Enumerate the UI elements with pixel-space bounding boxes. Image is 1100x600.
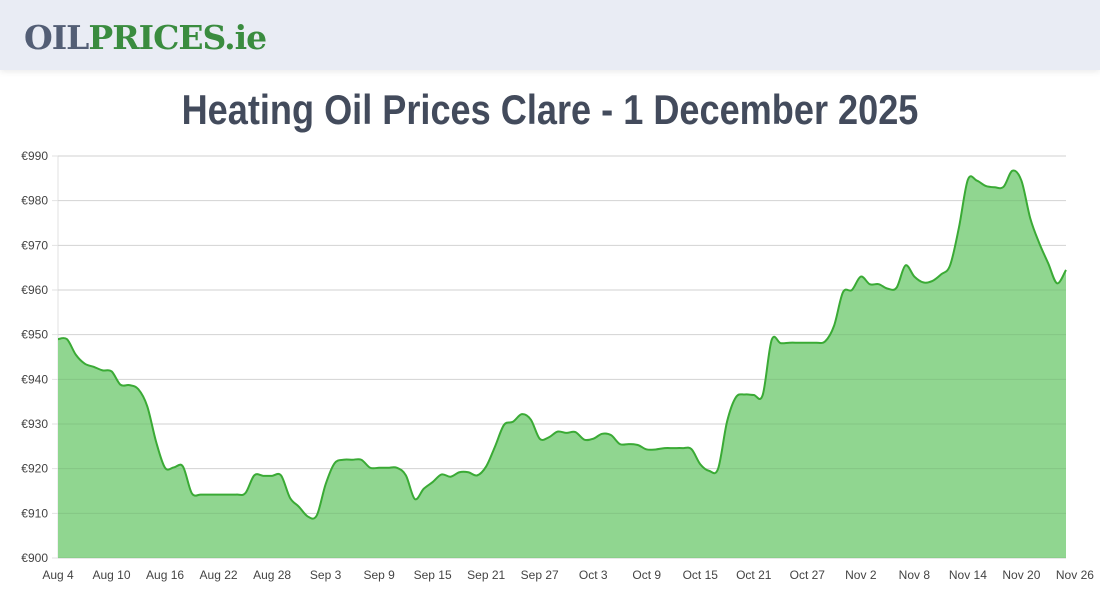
x-tick-label: Nov 2	[845, 568, 877, 582]
x-tick-label: Nov 8	[899, 568, 931, 582]
x-tick-label: Oct 3	[579, 568, 608, 582]
x-tick-label: Oct 9	[632, 568, 661, 582]
y-tick-label: €980	[21, 194, 48, 208]
y-tick-label: €940	[21, 372, 48, 386]
x-tick-label: Aug 22	[200, 568, 238, 582]
page-title: Heating Oil Prices Clare - 1 December 20…	[181, 86, 919, 133]
logo-prices: PRICES.ie	[88, 18, 267, 57]
price-line[interactable]	[57, 169, 1067, 520]
site-logo[interactable]: OILPRICES.ie	[24, 18, 267, 58]
x-tick-label: Sep 15	[414, 568, 452, 582]
logo-oil: OIL	[24, 18, 89, 57]
x-tick-label: Sep 27	[521, 568, 559, 582]
y-tick-label: €900	[21, 551, 48, 565]
x-tick-label: Aug 16	[146, 568, 184, 582]
site-header: OILPRICES.ie	[0, 0, 1100, 70]
x-tick-label: Sep 21	[467, 568, 505, 582]
x-tick-label: Oct 21	[736, 568, 772, 582]
y-tick-label: €970	[21, 238, 48, 252]
y-tick-label: €920	[21, 462, 48, 476]
price-area	[58, 170, 1066, 559]
x-tick-label: Nov 26	[1056, 568, 1094, 582]
y-tick-label: €950	[21, 328, 48, 342]
x-tick-label: Aug 28	[253, 568, 291, 582]
x-tick-label: Aug 10	[92, 568, 130, 582]
x-tick-label: Sep 3	[310, 568, 342, 582]
y-tick-label: €930	[21, 417, 48, 431]
y-tick-label: €960	[21, 283, 48, 297]
x-tick-label: Nov 20	[1002, 568, 1040, 582]
x-tick-label: Aug 4	[42, 568, 74, 582]
y-tick-label: €910	[21, 506, 48, 520]
x-tick-label: Sep 9	[363, 568, 395, 582]
x-tick-label: Oct 15	[683, 568, 719, 582]
x-tick-label: Nov 14	[949, 568, 987, 582]
x-tick-label: Oct 27	[790, 568, 826, 582]
y-tick-label: €990	[21, 149, 48, 163]
